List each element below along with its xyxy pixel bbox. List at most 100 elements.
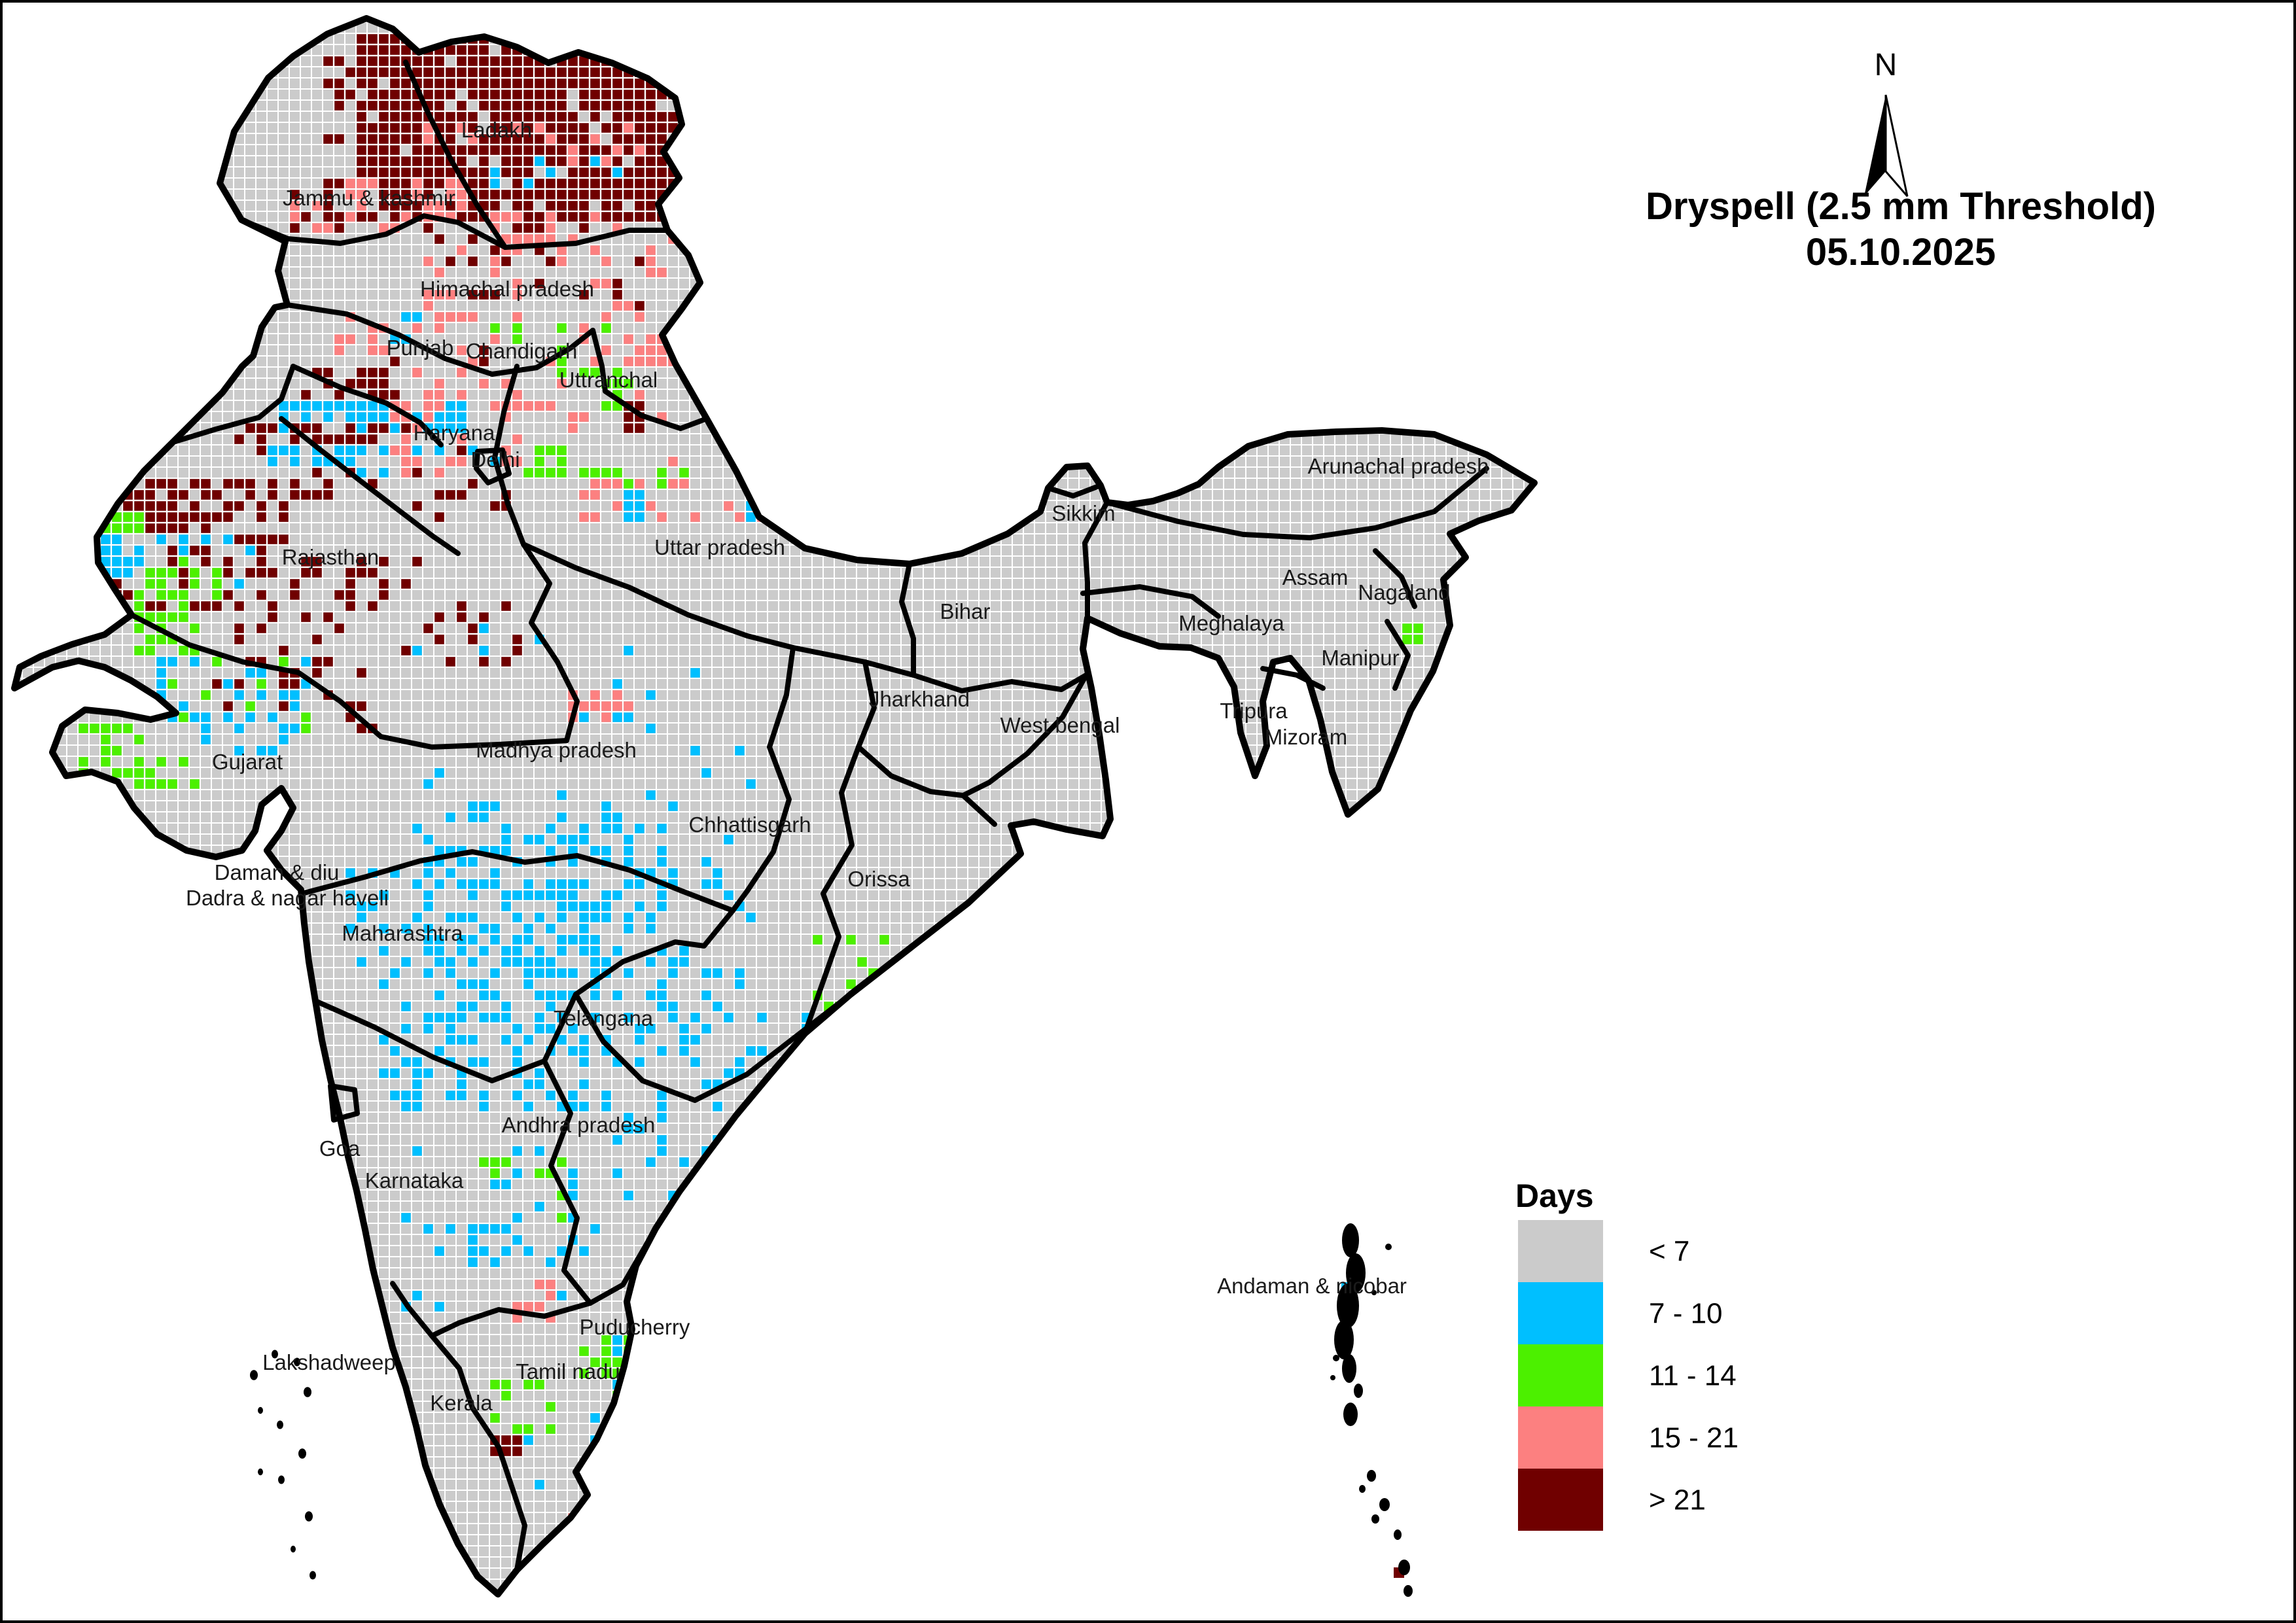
dryspell-cell-cyan [724,890,733,900]
dryspell-cell-darkred [512,156,522,166]
dryspell-cell-darkred [412,167,422,177]
dryspell-cell-darkred [179,523,188,533]
dryspell-cell-cyan [479,979,489,989]
dryspell-cell-pink [646,501,656,511]
dryspell-cell-darkred [357,568,366,578]
dryspell-cell-green [168,590,177,600]
dryspell-cell-darkred [490,245,500,255]
dryspell-cell-cyan [357,913,366,922]
dryspell-cell-darkred [368,212,378,222]
dryspell-cell-cyan [101,534,111,544]
dryspell-cell-cyan [256,668,266,678]
state-border-28 [390,1281,434,1338]
dryspell-cell-darkred [345,67,355,77]
dryspell-cell-green [1413,635,1423,644]
dryspell-cell-green [134,523,144,533]
state-label-andhra-pradesh: Andhra pradesh [502,1113,656,1137]
dryspell-cell-darkred [490,112,500,122]
state-border-32 [1080,584,1221,619]
dryspell-cell-cyan [557,812,567,822]
dryspell-cell-cyan [479,1246,489,1256]
dryspell-cell-darkred [546,112,556,122]
dryspell-cell-darkred [512,1435,522,1445]
dryspell-cell-darkred [412,145,422,155]
dryspell-cell-darkred [134,501,144,511]
dryspell-cell-pink [423,134,433,144]
dryspell-cell-darkred [423,623,433,633]
dryspell-cell-darkred [501,190,511,200]
dryspell-cell-pink [624,334,633,344]
dryspell-cell-darkred [345,590,355,600]
dryspell-cell-cyan [423,968,433,978]
dryspell-cell-cyan [546,957,556,967]
dryspell-cell-cyan [101,557,111,567]
dryspell-cell-green [846,979,856,989]
dryspell-cell-cyan [412,1079,422,1089]
dryspell-cell-cyan [512,1024,522,1034]
dryspell-cell-cyan [635,1024,645,1034]
dryspell-cell-cyan [357,423,366,433]
dryspell-cell-darkred [212,512,222,522]
dryspell-cell-cyan [501,1013,511,1022]
dryspell-cell-cyan [468,1002,478,1011]
dryspell-cell-cyan [412,1068,422,1078]
dryspell-cell-cyan [501,946,511,956]
dryspell-cell-darkred [468,56,478,66]
dryspell-cell-cyan [434,946,444,956]
dryspell-cell-pink [434,312,444,322]
legend-swatch-cyan [1518,1282,1603,1344]
dryspell-cell-green [523,1380,533,1389]
dryspell-cell-darkred [501,101,511,111]
dryspell-cell-green [612,1357,622,1367]
dryspell-cell-cyan [601,890,611,900]
dryspell-cell-cyan [312,401,322,411]
dryspell-cell-darkred [223,701,233,711]
dryspell-cell-cyan [468,812,478,822]
dryspell-cell-green [156,590,166,600]
dryspell-cell-darkred [412,134,422,144]
legend-swatch-gray [1518,1220,1603,1282]
dryspell-cell-darkred [323,190,333,200]
dryspell-cell-cyan [657,1046,667,1056]
dryspell-cell-green [579,1346,589,1356]
dryspell-cell-pink [323,223,333,233]
dryspell-cell-pink [601,712,611,722]
dryspell-cell-cyan [401,1213,411,1223]
dryspell-cell-pink [635,357,645,366]
dryspell-cell-darkred [624,101,633,111]
dryspell-cell-pink [535,234,544,244]
dryspell-cell-darkred [512,90,522,99]
state-border-24 [313,992,578,1083]
dryspell-cell-cyan [501,1035,511,1045]
dryspell-cell-pink [557,245,567,255]
dryspell-cell-darkred [590,101,600,111]
dryspell-cell-pink [446,190,455,200]
dryspell-cell-darkred [468,256,478,266]
dryspell-cell-cyan [357,957,366,967]
dryspell-cell-darkred [579,90,589,99]
dryspell-cell-cyan [535,1024,544,1034]
dryspell-cell-darkred [401,423,411,433]
dryspell-cell-cyan [479,1013,489,1022]
dryspell-cell-green [101,757,111,767]
dryspell-cell-cyan [290,401,300,411]
dryspell-cell-pink [490,212,500,222]
dryspell-cell-darkred [145,501,155,511]
dryspell-cell-pink [512,457,522,466]
dryspell-cell-darkred [368,101,378,111]
dryspell-cell-green [535,457,544,466]
dryspell-cell-pink [446,312,455,322]
dryspell-cell-darkred [357,79,366,88]
dryspell-cell-cyan [701,1024,711,1034]
dryspell-cell-cyan [657,890,667,900]
dryspell-cell-cyan [646,990,656,1000]
dryspell-cell-pink [423,401,433,411]
dryspell-cell-cyan [546,1091,556,1100]
dryspell-cell-darkred [601,123,611,133]
dryspell-cell-darkred [357,701,366,711]
dryspell-cell-cyan [468,1057,478,1067]
dryspell-cell-green [501,1380,511,1389]
dryspell-cell-darkred [512,112,522,122]
dryspell-cell-darkred [168,557,177,567]
dryspell-cell-cyan [468,1257,478,1267]
